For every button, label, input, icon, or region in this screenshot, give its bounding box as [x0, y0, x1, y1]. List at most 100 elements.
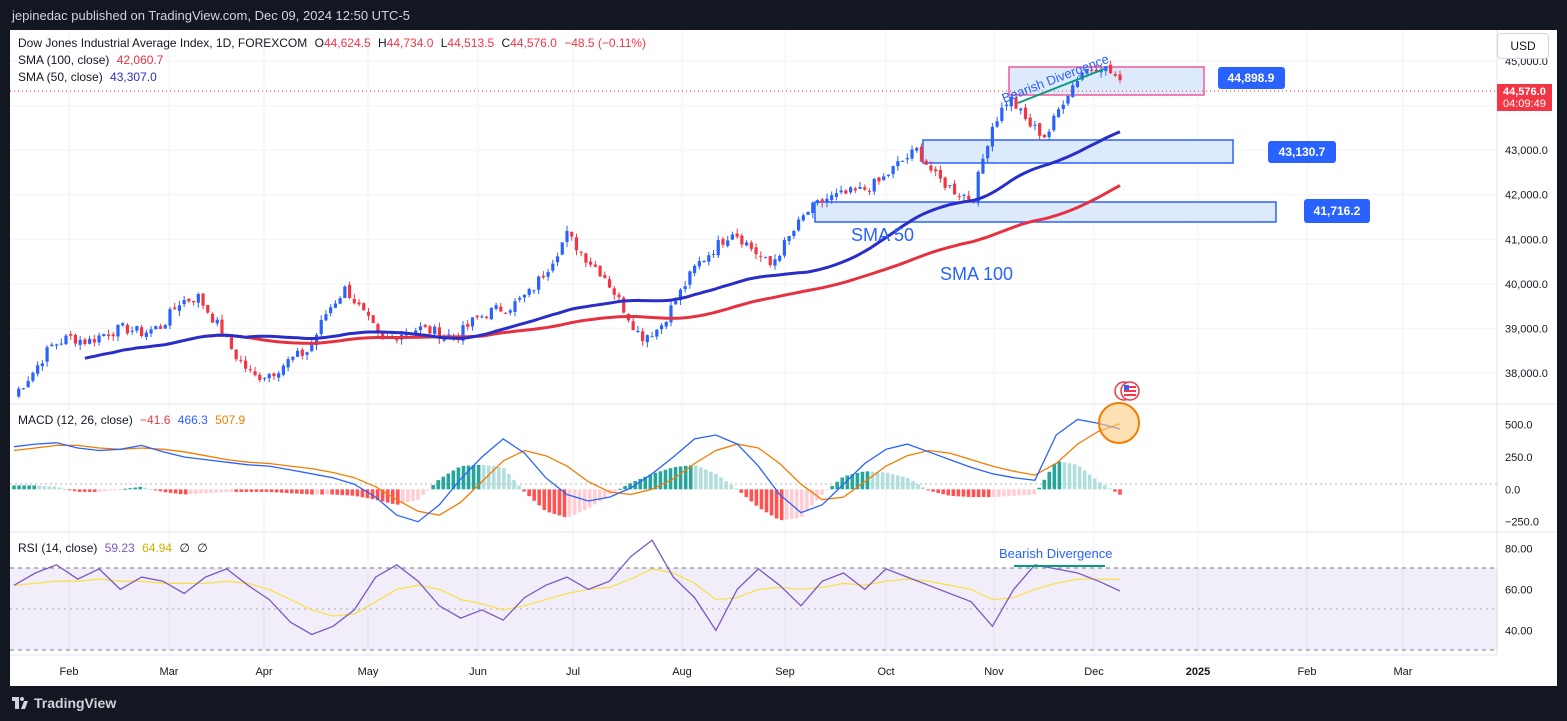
macd-hist-bar	[52, 486, 57, 490]
macd-hist-bar	[279, 489, 284, 493]
candle-body	[215, 319, 219, 324]
candle-body	[834, 193, 839, 197]
macd-hist-bar	[714, 473, 718, 490]
candle-body	[362, 303, 366, 311]
macd-hist-bar	[305, 489, 309, 495]
macd-hist-bar	[926, 489, 930, 491]
macd-hist-bar	[325, 489, 329, 495]
candle-body	[697, 261, 701, 267]
macd-hist-bar	[1118, 489, 1122, 495]
macd-hist-bar	[749, 489, 754, 502]
candle-body	[116, 324, 120, 337]
candle-body	[149, 329, 153, 334]
candle-body	[612, 288, 616, 295]
candle-body	[693, 265, 697, 274]
candle-body	[792, 231, 796, 237]
sma50-legend[interactable]: SMA (50, close) 43,307.0	[18, 70, 157, 84]
candle-body	[423, 324, 427, 327]
sma100-legend[interactable]: SMA (100, close) 42,060.7	[18, 53, 163, 67]
legend-c: C44,576.0	[501, 36, 557, 50]
macd-hist-bar	[1012, 489, 1016, 496]
candle-body	[1023, 107, 1028, 119]
candle-body	[820, 199, 824, 203]
macd-hist-bar	[693, 465, 698, 490]
us-event-icon[interactable]	[1114, 381, 1140, 401]
candle-body	[716, 240, 720, 256]
macd-hist-bar	[103, 489, 107, 492]
candle-body	[485, 316, 489, 319]
candle-body	[243, 360, 248, 369]
candle-body	[603, 275, 607, 279]
macd-hist-bar	[476, 464, 481, 490]
candle-body	[333, 303, 338, 308]
zone-low[interactable]	[814, 201, 1277, 223]
candle-body	[173, 307, 177, 310]
macd-hist-bar	[446, 473, 451, 490]
macd-hist-bar	[522, 489, 526, 492]
candle-body	[253, 371, 257, 376]
candle-body	[924, 160, 928, 165]
macd-hist-bar	[517, 485, 521, 490]
macd-hist-bar	[67, 489, 72, 491]
candle-body	[867, 190, 872, 192]
rsi-legend[interactable]: RSI (14, close) 59.23 64.94 ∅ ∅	[18, 541, 208, 555]
macd-hist-bar	[1092, 478, 1097, 490]
tradingview-logo[interactable]: TradingView	[12, 695, 116, 711]
macd-cross-highlight[interactable]	[1098, 402, 1140, 444]
candle-body	[31, 372, 35, 381]
candle-body	[220, 319, 224, 336]
currency-button[interactable]: USD	[1497, 33, 1549, 59]
candle-body	[749, 242, 753, 249]
macd-legend[interactable]: MACD (12, 26, close) −41.6 466.3 507.9	[18, 413, 245, 427]
macd-hist-bar	[653, 472, 658, 490]
macd-hist-bar	[709, 471, 713, 490]
macd-hist-bar	[153, 489, 158, 491]
candle-body	[1047, 131, 1051, 138]
grid	[10, 30, 1497, 655]
candle-body	[551, 263, 555, 271]
macd-hist-bar	[577, 489, 582, 513]
macd-hist-bar	[1007, 489, 1011, 497]
candle-body	[1014, 97, 1018, 109]
candle-body	[659, 325, 664, 330]
candle-body	[976, 171, 980, 203]
time-tick-label: Nov	[984, 666, 1004, 678]
macd-hist-bar	[966, 489, 971, 497]
candle-body	[740, 235, 744, 245]
candle-body	[565, 230, 569, 242]
badge-zone-low-text: 41,716.2	[1314, 204, 1361, 218]
candle-body	[347, 284, 352, 298]
macd-hist-bar	[57, 487, 62, 490]
candle-body	[428, 326, 432, 334]
macd-hist-bar	[598, 489, 602, 501]
macd-hist-bar	[764, 489, 769, 513]
candle-body	[1108, 64, 1113, 74]
candle-body	[1085, 69, 1089, 74]
macd-hist-bar	[128, 488, 132, 490]
macd-hist-bar	[658, 471, 663, 490]
candle-body	[480, 316, 484, 318]
macd-hist-bar	[72, 489, 77, 492]
macd-hist-bar	[754, 489, 759, 506]
candle-body	[239, 359, 243, 361]
badge-zone-low	[1304, 199, 1370, 223]
macd-hist-bar	[491, 466, 496, 490]
candle-body	[371, 315, 375, 324]
macd-hist-bar	[1057, 461, 1062, 490]
badge-zone-mid	[1268, 141, 1336, 163]
candle-body	[36, 365, 40, 374]
candle-body	[674, 300, 678, 305]
macd-hist-bar	[845, 475, 850, 490]
macd-hist-bar	[527, 489, 531, 497]
candle-body	[655, 329, 659, 337]
candle-body	[584, 253, 588, 263]
candle-body	[121, 323, 125, 326]
legend-h: H44,734.0	[378, 36, 434, 50]
sma100-line	[202, 184, 1121, 345]
candle-body	[83, 339, 87, 345]
candle-body	[1056, 109, 1061, 118]
time-tick-label: Feb	[1298, 666, 1317, 678]
candle-body	[319, 319, 323, 335]
candle-body	[300, 349, 304, 356]
